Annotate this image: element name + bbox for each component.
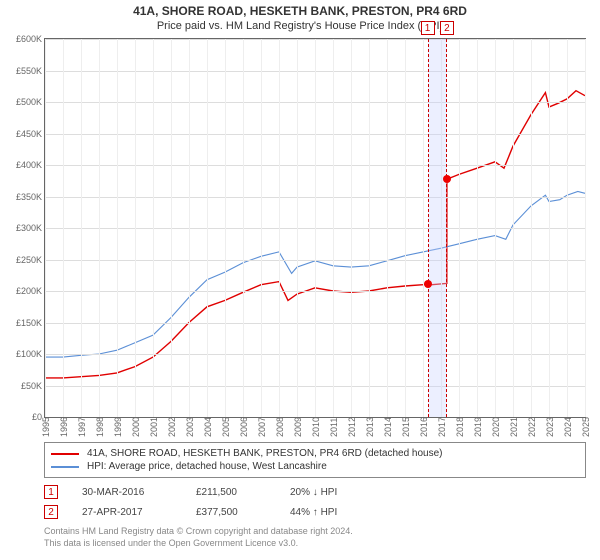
y-axis-label: £500K [16,97,45,107]
event-marker-dot [424,280,432,288]
x-axis-label: 2018 [455,417,465,437]
y-axis-label: £550K [16,66,45,76]
x-axis-label: 1996 [59,417,69,437]
event-marker-dot [443,175,451,183]
chart-container: 41A, SHORE ROAD, HESKETH BANK, PRESTON, … [0,0,600,560]
annotation-row: 1 30-MAR-2016 £211,500 20% ↓ HPI [44,482,586,502]
annotation-row: 2 27-APR-2017 £377,500 44% ↑ HPI [44,502,586,522]
y-axis-label: £350K [16,192,45,202]
x-axis-label: 2007 [257,417,267,437]
legend-label-property: 41A, SHORE ROAD, HESKETH BANK, PRESTON, … [87,448,443,459]
legend-row-hpi: HPI: Average price, detached house, West… [51,460,579,473]
annotation-date: 27-APR-2017 [82,507,172,518]
legend-label-hpi: HPI: Average price, detached house, West… [87,461,327,472]
event-marker-flag: 1 [421,21,435,35]
y-axis-label: £200K [16,286,45,296]
x-axis-label: 2025 [581,417,591,437]
annotation-date: 30-MAR-2016 [82,487,172,498]
footnote: Contains HM Land Registry data © Crown c… [44,526,586,549]
x-axis-label: 1999 [113,417,123,437]
x-axis-label: 2013 [365,417,375,437]
y-axis-label: £150K [16,318,45,328]
x-axis-label: 2021 [509,417,519,437]
legend-swatch-property [51,453,79,455]
y-axis-label: £400K [16,160,45,170]
x-axis-label: 2011 [329,418,339,437]
x-axis-label: 2012 [347,417,357,437]
annotation-marker: 2 [44,505,58,519]
y-axis-label: £50K [21,381,45,391]
x-axis-label: 2016 [419,417,429,437]
annotation-hpi: 20% ↓ HPI [290,487,337,498]
x-axis-label: 2022 [527,417,537,437]
x-axis-label: 2020 [491,417,501,437]
x-axis-label: 2005 [221,417,231,437]
x-axis-label: 1995 [41,417,51,437]
annotation-marker: 1 [44,485,58,499]
legend-swatch-hpi [51,466,79,468]
x-axis-label: 1998 [95,417,105,437]
x-axis-label: 2023 [545,417,555,437]
footnote-line: This data is licensed under the Open Gov… [44,538,586,550]
x-axis-label: 2015 [401,417,411,437]
x-axis-label: 1997 [77,417,87,437]
x-axis-label: 2004 [203,417,213,437]
y-axis-label: £300K [16,223,45,233]
y-axis-label: £600K [16,34,45,44]
x-axis-label: 2002 [167,417,177,437]
chart-subtitle: Price paid vs. HM Land Registry's House … [0,18,600,38]
footnote-line: Contains HM Land Registry data © Crown c… [44,526,586,538]
x-axis-label: 2000 [131,417,141,437]
chart-title: 41A, SHORE ROAD, HESKETH BANK, PRESTON, … [0,0,600,18]
y-axis-label: £100K [16,349,45,359]
annotation-hpi: 44% ↑ HPI [290,507,337,518]
x-axis-label: 2006 [239,417,249,437]
x-axis-label: 2017 [437,417,447,437]
y-axis-label: £250K [16,255,45,265]
x-axis-label: 2003 [185,417,195,437]
x-axis-label: 2014 [383,417,393,437]
event-marker-flag: 2 [440,21,454,35]
x-axis-label: 2019 [473,417,483,437]
annotation-price: £377,500 [196,507,266,518]
plot-area: £0£50K£100K£150K£200K£250K£300K£350K£400… [44,38,586,418]
x-axis-label: 2010 [311,417,321,437]
x-axis-label: 2024 [563,417,573,437]
annotation-table: 1 30-MAR-2016 £211,500 20% ↓ HPI 2 27-AP… [44,482,586,522]
legend: 41A, SHORE ROAD, HESKETH BANK, PRESTON, … [44,442,586,478]
x-axis-label: 2001 [149,417,159,437]
annotation-price: £211,500 [196,487,266,498]
event-band [428,39,447,417]
x-axis-label: 2009 [293,417,303,437]
x-axis-label: 2008 [275,417,285,437]
legend-row-property: 41A, SHORE ROAD, HESKETH BANK, PRESTON, … [51,447,579,460]
y-axis-label: £450K [16,129,45,139]
